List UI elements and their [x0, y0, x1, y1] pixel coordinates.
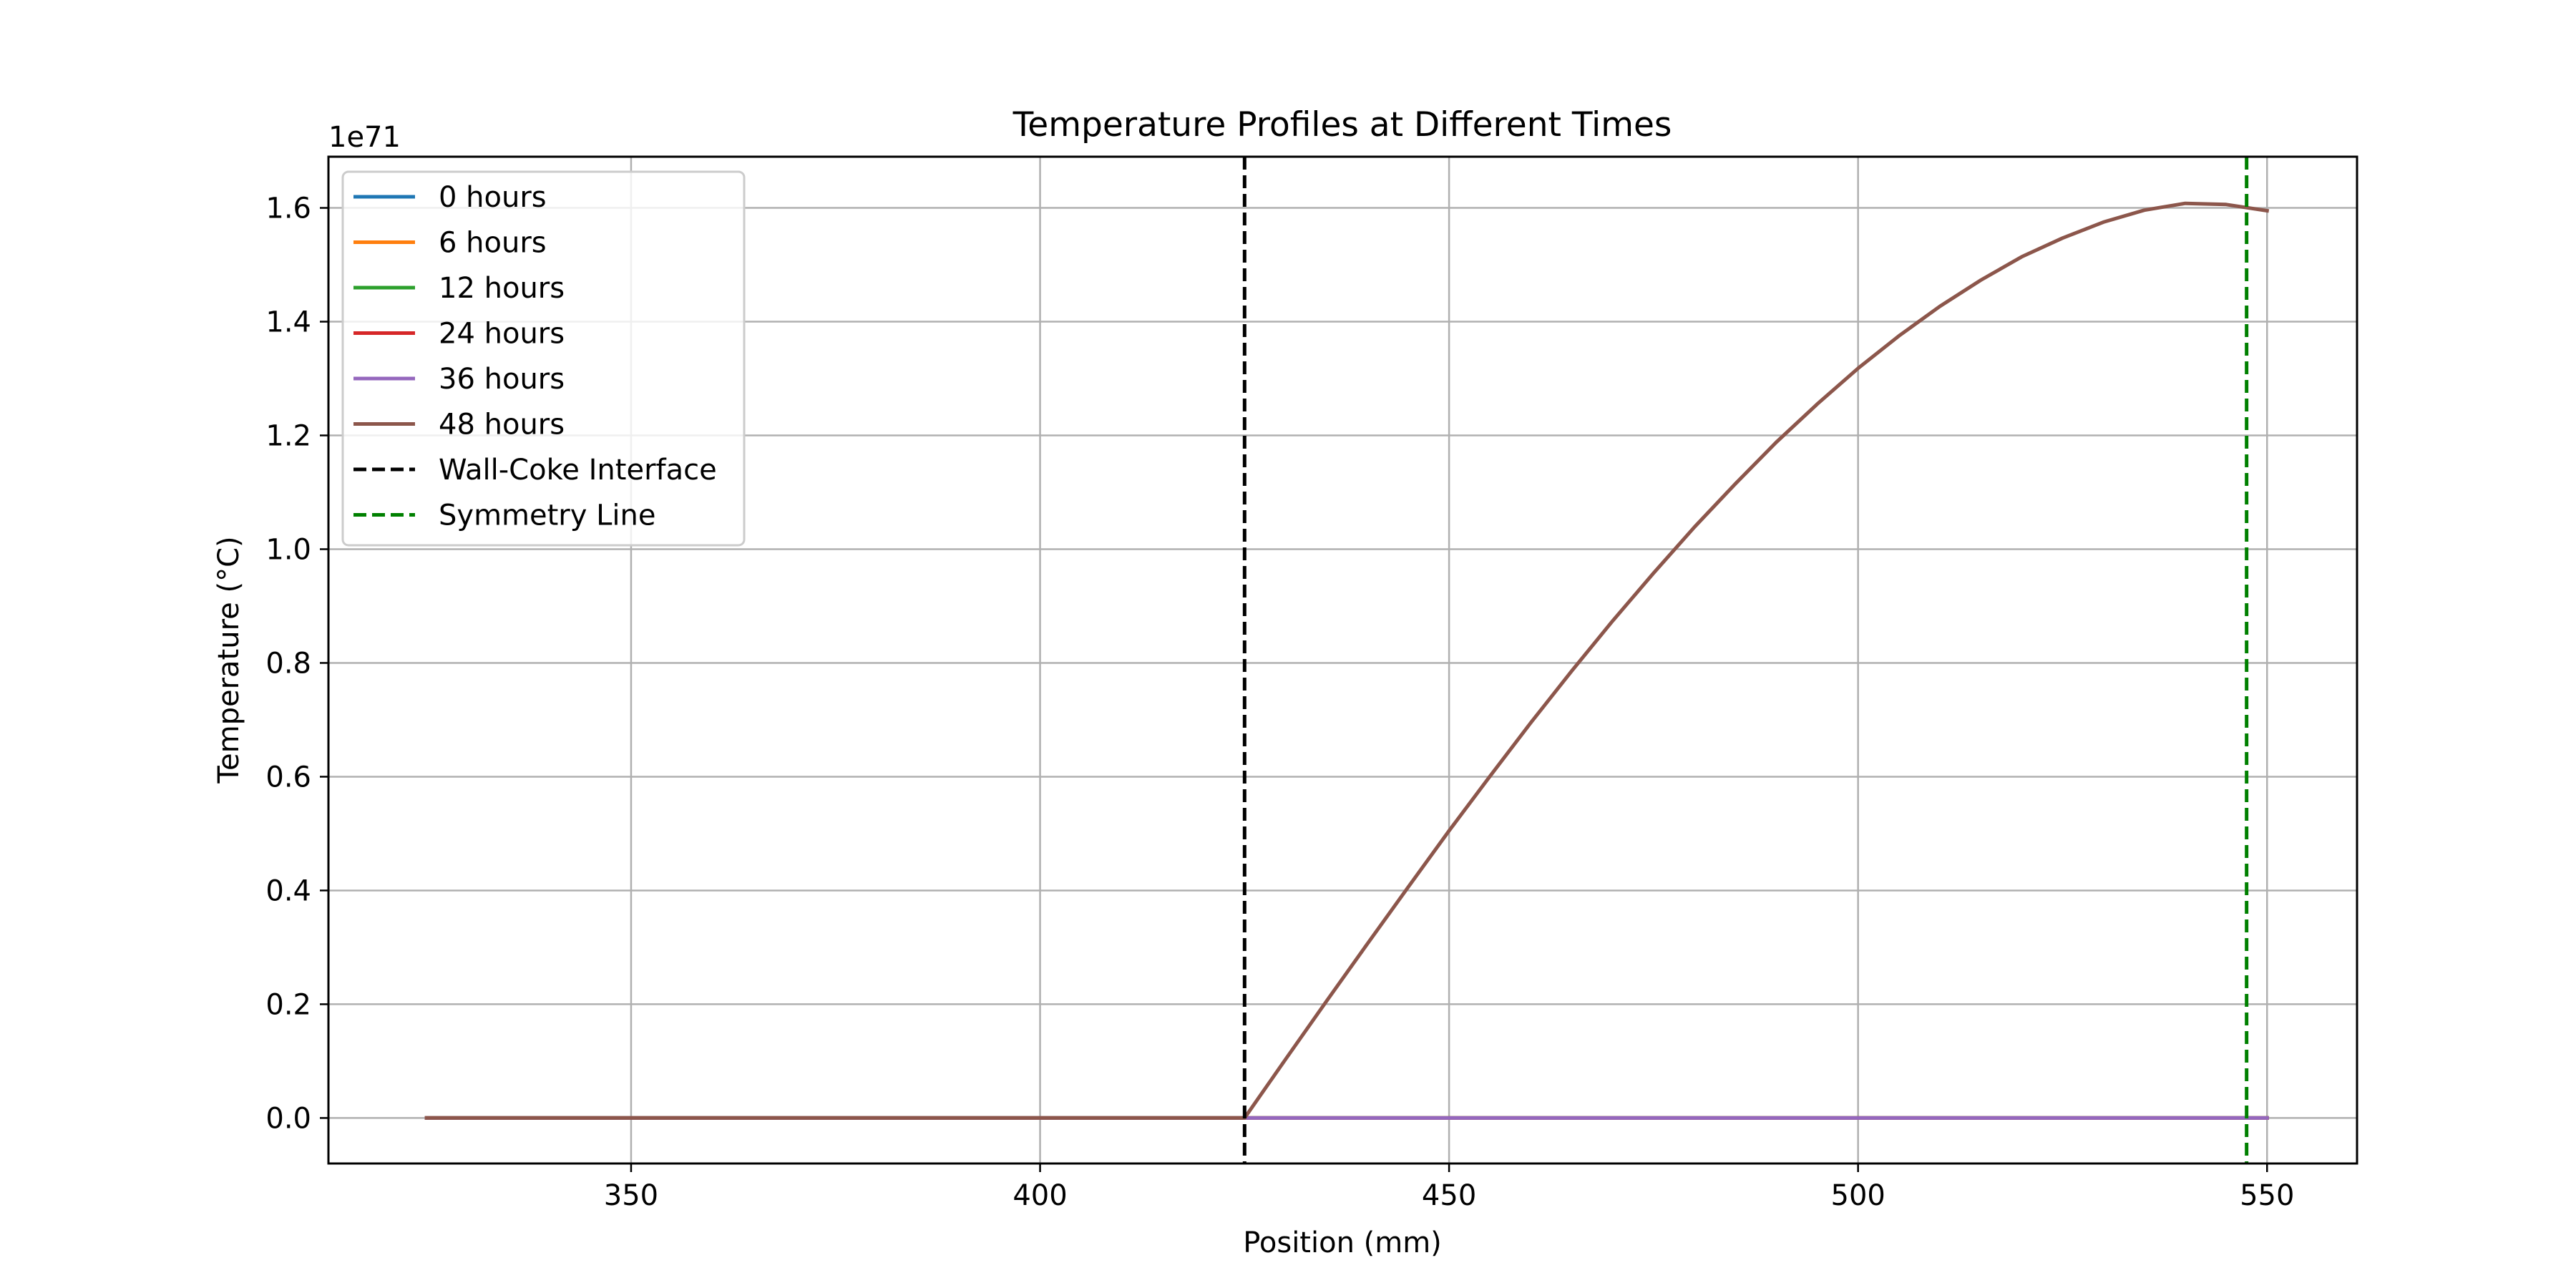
legend-label: 12 hours: [439, 272, 565, 305]
x-tick-label: 500: [1831, 1179, 1885, 1212]
legend-label: 24 hours: [439, 318, 565, 351]
legend-label: 0 hours: [439, 181, 547, 214]
y-axis-ticks: 0.0 0.2 0.4 0.6 0.8 1.0 1.2 1.4 1.6: [265, 192, 328, 1135]
y-tick-label: 0.6: [265, 761, 311, 794]
legend-label: 36 hours: [439, 363, 565, 396]
y-axis-offset-label: 1e71: [328, 121, 401, 154]
y-tick-label: 0.0: [265, 1102, 311, 1135]
y-tick-label: 0.8: [265, 647, 311, 680]
legend-label: 6 hours: [439, 227, 547, 260]
grid: [328, 157, 2357, 1163]
y-tick-label: 1.6: [265, 192, 311, 225]
x-tick-label: 350: [604, 1179, 658, 1212]
x-tick-label: 450: [1422, 1179, 1476, 1212]
legend-label: Symmetry Line: [439, 499, 655, 532]
y-tick-label: 0.2: [265, 988, 311, 1021]
legend: 0 hours 6 hours 12 hours 24 hours 36 hours 48…: [341, 170, 746, 547]
plot-lines: [424, 157, 2270, 1163]
y-tick-label: 1.0: [265, 533, 311, 566]
x-tick-label: 550: [2240, 1179, 2294, 1212]
x-axis-label: Position (mm): [1243, 1226, 1442, 1259]
chart-title: Temperature Profiles at Different Times: [1013, 105, 1672, 145]
y-axis-label: Temperature (°C): [213, 536, 245, 784]
y-tick-label: 1.4: [265, 306, 311, 339]
y-tick-label: 1.2: [265, 420, 311, 453]
x-axis-ticks: 350 400 450 500 550: [604, 1163, 2294, 1212]
series-line-48-hours: [424, 201, 2270, 1120]
legend-label: Wall-Coke Interface: [439, 454, 717, 487]
y-tick-label: 0.4: [265, 874, 311, 907]
axes-frame: [327, 155, 2358, 1165]
legend-label: 48 hours: [439, 409, 565, 441]
legend-box: [341, 170, 746, 547]
x-tick-label: 400: [1013, 1179, 1067, 1212]
